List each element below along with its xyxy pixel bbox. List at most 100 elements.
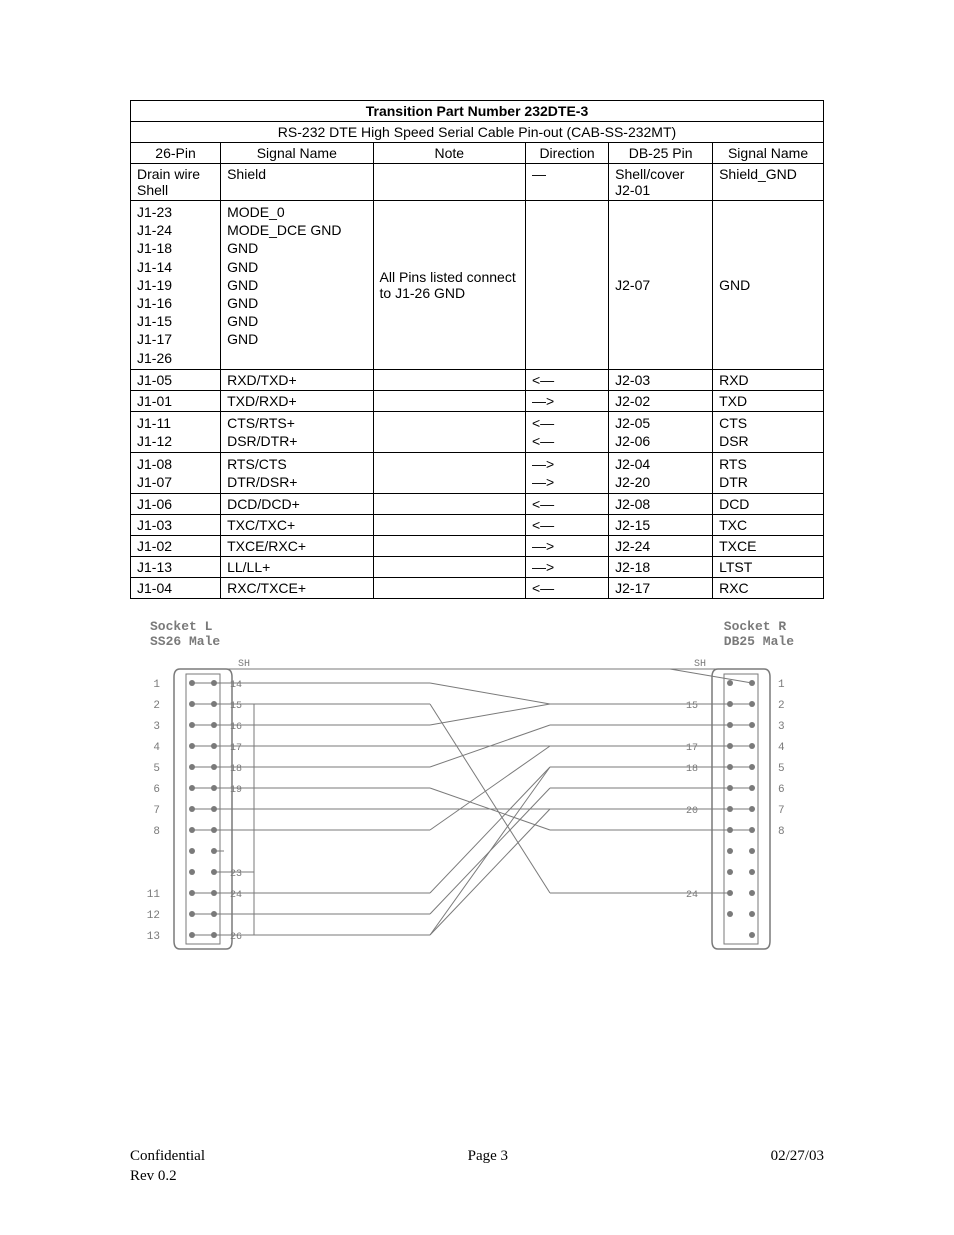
svg-text:5: 5 bbox=[153, 763, 160, 775]
svg-text:4: 4 bbox=[153, 742, 160, 754]
table-row: J1-04RXC/TXCE+<—J2-17RXC bbox=[131, 578, 824, 599]
diagram-titles: Socket L SS26 Male Socket R DB25 Male bbox=[130, 619, 824, 653]
hdr-pin25: DB-25 Pin bbox=[609, 143, 713, 164]
svg-text:3: 3 bbox=[778, 721, 785, 733]
cell-dir: <— bbox=[525, 494, 608, 515]
svg-text:8: 8 bbox=[153, 826, 160, 838]
cell-note bbox=[373, 515, 525, 536]
table-row: J1-02TXCE/RXC+—>J2-24TXCE bbox=[131, 536, 824, 557]
table-row: J1-13LL/LL+—>J2-18LTST bbox=[131, 557, 824, 578]
cell-pin26: Drain wire Shell bbox=[131, 164, 221, 201]
cell-sig1: RXD/TXD+ bbox=[221, 369, 373, 390]
svg-text:18: 18 bbox=[686, 764, 698, 775]
svg-text:7: 7 bbox=[153, 805, 160, 817]
cell-sig2: Shield_GND bbox=[713, 164, 824, 201]
cell-sig2: CTSDSR bbox=[713, 411, 824, 452]
left-title-line2: SS26 Male bbox=[150, 634, 220, 649]
cell-sig1: Shield bbox=[221, 164, 373, 201]
svg-text:6: 6 bbox=[153, 784, 160, 796]
cell-pin26: J1-02 bbox=[131, 536, 221, 557]
table-title: Transition Part Number 232DTE-3 bbox=[131, 101, 824, 122]
cell-sig1: DCD/DCD+ bbox=[221, 494, 373, 515]
left-socket-title: Socket L SS26 Male bbox=[150, 619, 220, 649]
cell-sig1: MODE_0MODE_DCE GNDGNDGNDGNDGNDGNDGND bbox=[221, 201, 373, 370]
cell-dir: —> bbox=[525, 390, 608, 411]
svg-text:4: 4 bbox=[778, 742, 785, 754]
svg-text:11: 11 bbox=[147, 889, 161, 901]
svg-text:26: 26 bbox=[230, 932, 242, 943]
cell-sig2: RTSDTR bbox=[713, 453, 824, 494]
cell-sig2: RXC bbox=[713, 578, 824, 599]
table-row: J1-08J1-07RTS/CTSDTR/DSR+—>—>J2-04J2-20R… bbox=[131, 453, 824, 494]
cell-pin25: J2-02 bbox=[609, 390, 713, 411]
hdr-note: Note bbox=[373, 143, 525, 164]
svg-text:6: 6 bbox=[778, 784, 785, 796]
svg-text:24: 24 bbox=[686, 890, 698, 901]
cell-note: All Pins listed connect to J1-26 GND bbox=[373, 201, 525, 370]
cell-note bbox=[373, 411, 525, 452]
svg-text:2: 2 bbox=[153, 700, 160, 712]
svg-text:14: 14 bbox=[230, 680, 242, 691]
cell-pin25: J2-15 bbox=[609, 515, 713, 536]
cell-sig2: GND bbox=[713, 201, 824, 370]
svg-text:2: 2 bbox=[778, 700, 785, 712]
left-title-line1: Socket L bbox=[150, 619, 220, 634]
cell-sig1: RTS/CTSDTR/DSR+ bbox=[221, 453, 373, 494]
svg-text:15: 15 bbox=[686, 701, 698, 712]
cell-note bbox=[373, 453, 525, 494]
hdr-dir: Direction bbox=[525, 143, 608, 164]
right-title-line2: DB25 Male bbox=[724, 634, 794, 649]
svg-text:SH: SH bbox=[694, 659, 706, 670]
page-footer: Confidential Page 3 02/27/03 bbox=[130, 1148, 824, 1165]
table-header-row: 26-Pin Signal Name Note Direction DB-25 … bbox=[131, 143, 824, 164]
cell-dir: <— bbox=[525, 515, 608, 536]
svg-text:17: 17 bbox=[686, 743, 698, 754]
cell-dir: — bbox=[525, 164, 608, 201]
hdr-pin26: 26-Pin bbox=[131, 143, 221, 164]
cell-note bbox=[373, 164, 525, 201]
cell-pin26: J1-03 bbox=[131, 515, 221, 536]
cell-pin25: Shell/cover J2-01 bbox=[609, 164, 713, 201]
footer-center: Page 3 bbox=[468, 1148, 508, 1165]
cell-dir: <—<— bbox=[525, 411, 608, 452]
wiring-svg: SHSH114215316417518619782311241213261215… bbox=[130, 653, 824, 983]
cell-pin26: J1-13 bbox=[131, 557, 221, 578]
svg-text:16: 16 bbox=[230, 722, 242, 733]
footer-left: Confidential bbox=[130, 1148, 205, 1165]
cell-dir: —> bbox=[525, 536, 608, 557]
cell-sig2: TXC bbox=[713, 515, 824, 536]
cell-sig1: TXC/TXC+ bbox=[221, 515, 373, 536]
cell-pin25: J2-03 bbox=[609, 369, 713, 390]
svg-text:SH: SH bbox=[238, 659, 250, 670]
table-row: J1-11J1-12CTS/RTS+DSR/DTR+<—<—J2-05J2-06… bbox=[131, 411, 824, 452]
hdr-sig1: Signal Name bbox=[221, 143, 373, 164]
cell-sig1: RXC/TXCE+ bbox=[221, 578, 373, 599]
page-content: Transition Part Number 232DTE-3 RS-232 D… bbox=[0, 0, 954, 1043]
svg-text:17: 17 bbox=[230, 743, 242, 754]
cell-pin26: J1-06 bbox=[131, 494, 221, 515]
cell-pin26: J1-23J1-24J1-18J1-14J1-19J1-16J1-15J1-17… bbox=[131, 201, 221, 370]
svg-text:7: 7 bbox=[778, 805, 785, 817]
svg-text:5: 5 bbox=[778, 763, 785, 775]
right-title-line1: Socket R bbox=[724, 619, 794, 634]
svg-text:24: 24 bbox=[230, 890, 242, 901]
table-subtitle-row: RS-232 DTE High Speed Serial Cable Pin-o… bbox=[131, 122, 824, 143]
table-row: J1-05RXD/TXD+<—J2-03RXD bbox=[131, 369, 824, 390]
cell-pin25: J2-04J2-20 bbox=[609, 453, 713, 494]
table-subtitle: RS-232 DTE High Speed Serial Cable Pin-o… bbox=[131, 122, 824, 143]
cell-pin26: J1-11J1-12 bbox=[131, 411, 221, 452]
cell-sig2: RXD bbox=[713, 369, 824, 390]
cell-pin25: J2-05J2-06 bbox=[609, 411, 713, 452]
cell-note bbox=[373, 536, 525, 557]
table-row: J1-01TXD/RXD+—>J2-02TXD bbox=[131, 390, 824, 411]
cell-note bbox=[373, 369, 525, 390]
cell-sig2: TXCE bbox=[713, 536, 824, 557]
wiring-diagram: Socket L SS26 Male Socket R DB25 Male SH… bbox=[130, 619, 824, 983]
cell-sig2: DCD bbox=[713, 494, 824, 515]
svg-text:20: 20 bbox=[686, 806, 698, 817]
right-socket-title: Socket R DB25 Male bbox=[724, 619, 794, 649]
table-row: J1-23J1-24J1-18J1-14J1-19J1-16J1-15J1-17… bbox=[131, 201, 824, 370]
cell-sig2: TXD bbox=[713, 390, 824, 411]
cell-pin25: J2-08 bbox=[609, 494, 713, 515]
cell-pin25: J2-07 bbox=[609, 201, 713, 370]
